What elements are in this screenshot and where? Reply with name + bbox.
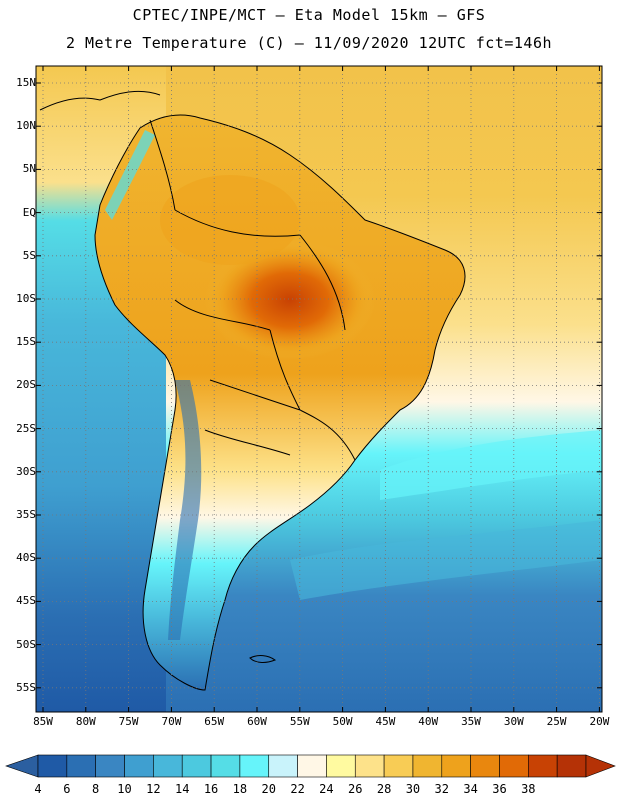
- lat-tick-label: 30S: [16, 464, 36, 478]
- colorbar-swatch: [37, 754, 68, 778]
- colorbar-label: 6: [63, 782, 71, 796]
- colorbar-swatch: [181, 754, 212, 778]
- map-title-line-1: CPTEC/INPE/MCT – Eta Model 15km – GFS: [132, 6, 486, 24]
- colorbar-label: 38: [521, 782, 536, 796]
- falkland-islands: [249, 655, 277, 663]
- colorbar-label: 34: [463, 782, 478, 796]
- colorbar-swatch: [383, 754, 414, 778]
- andes-south-cold: [168, 380, 202, 640]
- andes-north-cold: [105, 130, 155, 220]
- lon-tick-label: 25W: [546, 715, 567, 728]
- colorbar-label: 24: [319, 782, 334, 796]
- lat-tick-label: 20S: [16, 378, 36, 392]
- lat-tick-label: 45S: [16, 594, 36, 608]
- colorbar-label: 32: [434, 782, 449, 796]
- colorbar-swatch: [66, 754, 96, 778]
- colorbar-swatch: [556, 754, 587, 778]
- colorbar-label: 36: [492, 782, 507, 796]
- map-frame: [35, 65, 603, 713]
- colorbar-label: 28: [376, 782, 392, 796]
- lon-tick-label: 70W: [161, 715, 182, 728]
- lon-tick-label: 65W: [204, 715, 225, 728]
- lat-tick-label: 15S: [16, 335, 36, 349]
- lon-tick-label: 85W: [33, 715, 53, 728]
- colorbar-label: 16: [203, 782, 219, 796]
- country-borders: [149, 119, 356, 461]
- colorbar-swatch: [124, 754, 154, 778]
- colorbar: [5, 754, 616, 778]
- lat-tick-label: 50S: [16, 637, 36, 651]
- colorbar-label: 10: [117, 782, 132, 796]
- lat-tick-label: 55S: [16, 680, 36, 694]
- colorbar-label: 20: [261, 782, 276, 796]
- lon-tick-label: 40W: [418, 715, 439, 728]
- lon-tick-label: 35W: [461, 715, 481, 728]
- colorbar-swatch: [499, 754, 529, 778]
- lon-tick-label: 80W: [75, 715, 96, 728]
- cool-band: [290, 520, 602, 600]
- lon-tick-label: 60W: [247, 715, 267, 728]
- lat-tick-label: 5S: [22, 248, 36, 262]
- colorbar-label: 8: [92, 782, 100, 796]
- colorbar-swatch: [470, 754, 500, 778]
- axis-ticks: [36, 66, 602, 712]
- lon-tick-label: 30W: [503, 715, 524, 728]
- colorbar-swatch: [268, 754, 298, 778]
- colorbar-swatch: [441, 754, 471, 778]
- central-america-coast: [39, 90, 161, 111]
- colorbar-label: 14: [174, 782, 190, 796]
- colorbar-label: 26: [348, 782, 363, 796]
- cold-band: [380, 430, 602, 500]
- lat-tick-label: EQ: [22, 205, 36, 219]
- colorbar-label: 30: [405, 782, 421, 796]
- lon-tick-label: 55W: [289, 715, 310, 728]
- colorbar-label: 22: [290, 782, 305, 796]
- heat-maximum: [205, 240, 375, 360]
- colorbar-swatch: [95, 754, 125, 778]
- colorbar-swatch: [412, 754, 443, 778]
- colorbar-high-arrow: [585, 754, 616, 778]
- colorbar-label: 18: [232, 782, 248, 796]
- warm-amazon: [160, 175, 300, 265]
- lat-tick-label: 10S: [16, 292, 36, 305]
- lon-tick-label: 75W: [118, 715, 139, 728]
- colorbar-swatch: [239, 754, 270, 778]
- colorbar-label: 12: [146, 782, 161, 796]
- lon-tick-label: 45W: [375, 715, 396, 728]
- colorbar-swatch: [326, 754, 356, 778]
- lat-tick-label: 25S: [16, 421, 36, 435]
- lon-tick-label: 20W: [589, 715, 610, 728]
- lat-tick-label: 10N: [16, 119, 36, 133]
- lat-tick-label: 15N: [16, 76, 36, 89]
- lon-tick-label: 50W: [332, 715, 353, 728]
- colorbar-swatch: [210, 754, 241, 778]
- colorbar-swatch: [297, 754, 327, 778]
- colorbar-swatch: [354, 754, 385, 778]
- coastline: [94, 114, 466, 691]
- lat-tick-label: 35S: [16, 508, 36, 521]
- colorbar-swatch: [153, 754, 183, 778]
- colorbar-label: 4: [34, 782, 42, 796]
- lat-tick-label: 5N: [22, 162, 36, 176]
- map-title-line-2: 2 Metre Temperature (C) – 11/09/2020 12U…: [65, 34, 553, 52]
- colorbar-low-arrow: [5, 754, 39, 778]
- colorbar-swatch: [528, 754, 558, 778]
- lat-tick-label: 40S: [16, 551, 36, 565]
